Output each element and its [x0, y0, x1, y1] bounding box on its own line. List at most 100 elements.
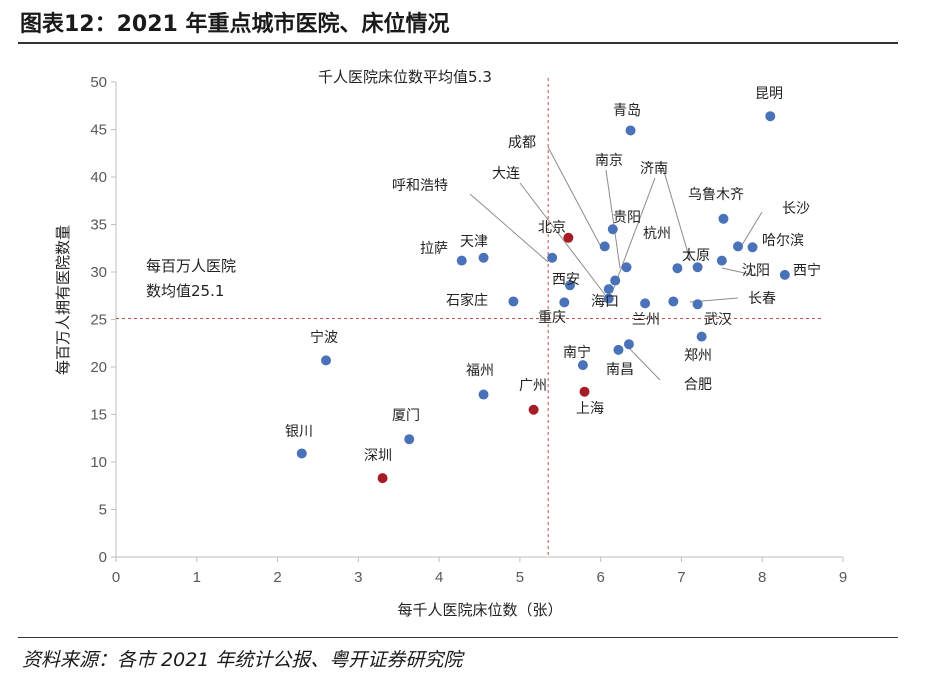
point-石家庄: [508, 296, 519, 307]
point-贵阳: [610, 275, 621, 286]
point-上海: [579, 386, 590, 397]
point-哈尔滨: [747, 242, 758, 253]
city-label-北京: 北京: [538, 220, 566, 236]
point-郑州: [623, 339, 634, 350]
city-label-杭州: 杭州: [643, 226, 671, 242]
city-label-南京: 南京: [595, 153, 623, 169]
y-tick-label: 5: [99, 502, 107, 519]
city-label-石家庄: 石家庄: [446, 292, 488, 309]
leader-line: [547, 146, 601, 246]
city-label-昆明: 昆明: [755, 86, 783, 102]
city-label-济南: 济南: [640, 161, 668, 177]
point-拉萨: [456, 255, 467, 266]
city-label-西安: 西安: [552, 272, 580, 288]
point-北京: [563, 232, 574, 243]
title-divider: [18, 42, 898, 44]
x-tick-label: 2: [273, 569, 281, 586]
x-tick-label: 4: [435, 569, 443, 586]
city-label-合肥: 合肥: [684, 377, 712, 393]
y-tick-label: 0: [99, 549, 107, 566]
city-label-大连: 大连: [492, 166, 520, 182]
footer-divider: [18, 637, 898, 638]
city-label-天津: 天津: [460, 234, 488, 250]
point-太原: [692, 262, 703, 273]
point-杭州: [672, 263, 683, 274]
y-tick-label: 15: [90, 407, 107, 424]
city-label-重庆: 重庆: [538, 310, 566, 326]
y-tick-label: 20: [90, 359, 107, 376]
city-label-乌鲁木齐: 乌鲁木齐: [688, 187, 744, 203]
city-label-南昌: 南昌: [606, 362, 634, 378]
city-label-成都: 成都: [508, 135, 536, 151]
point-厦门: [404, 434, 415, 445]
x-tick-label: 9: [839, 569, 847, 586]
point-沈阳: [716, 255, 727, 266]
city-label-兰州: 兰州: [632, 312, 660, 328]
y-tick-label: 10: [90, 454, 107, 471]
point-昆明: [765, 111, 776, 122]
point-广州: [528, 404, 539, 415]
point-成都: [599, 241, 610, 252]
point-西安: [564, 280, 575, 291]
point-南宁: [577, 360, 588, 371]
city-label-青岛: 青岛: [613, 103, 641, 119]
leader-line: [741, 211, 763, 246]
point-南京: [607, 224, 618, 235]
x-tick-label: 1: [193, 569, 201, 586]
city-label-海口: 海口: [591, 294, 619, 310]
point-乌鲁木齐: [718, 213, 729, 224]
leader-line: [519, 182, 607, 297]
point-宁波: [321, 355, 332, 366]
point-长沙: [732, 241, 743, 252]
point-银川: [296, 448, 307, 459]
city-label-太原: 太原: [682, 248, 710, 264]
city-label-长春: 长春: [748, 291, 776, 307]
city-label-宁波: 宁波: [310, 329, 338, 346]
leader-line: [625, 344, 661, 381]
y-tick-label: 30: [90, 264, 107, 281]
city-label-郑州: 郑州: [684, 348, 712, 364]
x-tick-label: 3: [354, 569, 362, 586]
point-济南: [621, 262, 632, 273]
city-label-武汉: 武汉: [704, 312, 732, 328]
point-重庆: [559, 297, 570, 308]
leader-line: [605, 169, 621, 269]
city-label-呼和浩特: 呼和浩特: [392, 178, 448, 194]
mean-hospitals-label-line1: 每百万人医院: [146, 257, 236, 275]
x-tick-label: 0: [112, 569, 120, 586]
city-label-沈阳: 沈阳: [742, 263, 770, 279]
point-长春: [692, 299, 703, 310]
city-label-银川: 银川: [285, 424, 313, 440]
y-axis-title: 每百万人拥有医院数量: [54, 225, 72, 375]
point-青岛: [625, 125, 636, 136]
point-福州: [478, 389, 489, 400]
city-label-深圳: 深圳: [364, 448, 392, 464]
leader-line: [469, 193, 549, 263]
mean-beds-label: 千人医院床位数平均值5.3: [318, 68, 492, 86]
point-呼和浩特: [547, 252, 558, 263]
point-武汉: [696, 331, 707, 342]
x-tick-label: 7: [677, 569, 685, 586]
x-tick-label: 5: [516, 569, 524, 586]
city-label-贵阳: 贵阳: [613, 210, 641, 226]
point-兰州: [640, 298, 651, 309]
y-tick-label: 45: [90, 122, 107, 139]
leader-line: [612, 177, 656, 291]
y-tick-label: 25: [90, 312, 107, 329]
point-合肥: [613, 344, 624, 355]
x-axis-title: 每千人医院床位数（张）: [397, 601, 562, 619]
mean-hospitals-label-line2: 数均值25.1: [146, 282, 224, 300]
point-西宁: [779, 269, 790, 280]
leader-line: [721, 267, 759, 277]
point-海口: [603, 293, 614, 304]
city-label-长沙: 长沙: [782, 201, 810, 217]
y-tick-label: 40: [90, 169, 107, 186]
leader-line: [662, 167, 691, 261]
city-label-福州: 福州: [466, 363, 494, 379]
city-label-西宁: 西宁: [793, 262, 821, 279]
point-大连: [603, 284, 614, 295]
x-tick-label: 6: [596, 569, 604, 586]
city-label-广州: 广州: [519, 378, 547, 394]
point-深圳: [377, 473, 388, 484]
